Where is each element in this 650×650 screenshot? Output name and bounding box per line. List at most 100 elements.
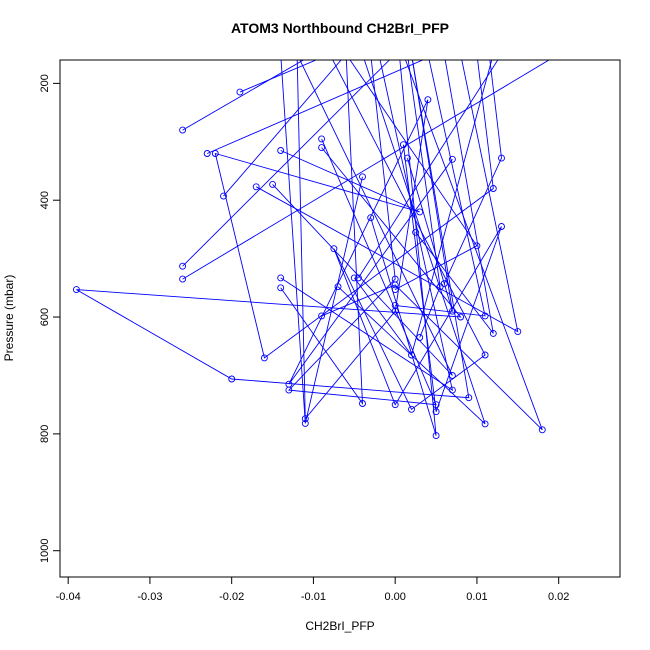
y-tick-label: 600 xyxy=(39,308,51,326)
data-point xyxy=(514,328,522,336)
data-point xyxy=(301,419,309,427)
data-point xyxy=(203,150,211,157)
data-point xyxy=(211,150,219,157)
data-point xyxy=(432,408,440,416)
data-point xyxy=(424,96,432,104)
series-line-14 xyxy=(280,60,363,424)
x-tick-label: 0.02 xyxy=(548,591,569,603)
series-line-22 xyxy=(395,60,486,317)
data-point xyxy=(277,274,285,282)
data-point xyxy=(498,154,505,162)
data-point xyxy=(391,401,399,409)
data-point xyxy=(236,88,244,96)
data-point xyxy=(481,420,489,428)
series-line-13 xyxy=(182,60,550,280)
series-line-6 xyxy=(223,60,342,197)
x-tick-label: 0.00 xyxy=(384,591,405,603)
series-line-4 xyxy=(207,60,424,154)
data-point xyxy=(465,394,473,402)
x-tick-label: -0.01 xyxy=(301,591,326,603)
data-point xyxy=(412,228,420,236)
y-tick-label: 800 xyxy=(39,425,51,443)
series-line-27 xyxy=(358,60,499,279)
data-point xyxy=(179,275,187,283)
data-point xyxy=(72,286,80,294)
data-point xyxy=(359,173,366,181)
x-axis-label: CH2BrI_PFP xyxy=(305,619,374,633)
data-point xyxy=(391,281,399,289)
data-point xyxy=(330,245,338,253)
data-point xyxy=(359,400,366,407)
data-point xyxy=(448,155,456,163)
data-point xyxy=(220,192,227,200)
data-point xyxy=(403,154,411,162)
plot-frame xyxy=(59,59,621,578)
data-point xyxy=(260,354,268,362)
data-point xyxy=(489,329,497,337)
data-point xyxy=(498,223,505,230)
series-line-11 xyxy=(76,60,470,399)
data-point xyxy=(277,147,285,154)
y-axis-label: Pressure (mbar) xyxy=(2,275,16,362)
series-line-18 xyxy=(321,60,543,431)
series-line-12 xyxy=(182,60,391,267)
series-line-26 xyxy=(443,60,502,284)
data-point xyxy=(432,432,440,440)
data-point xyxy=(228,375,236,383)
series-line-8 xyxy=(255,60,519,333)
data-point xyxy=(489,185,497,192)
data-point xyxy=(416,208,424,216)
series-line-20 xyxy=(353,60,493,357)
series-line-16 xyxy=(280,60,454,392)
series-line-19 xyxy=(337,60,486,425)
data-point xyxy=(350,274,358,282)
chart-title: ATOM3 Northbound CH2BrI_PFP xyxy=(231,20,449,36)
data-point xyxy=(179,262,187,270)
y-axis: 200 400 600 800 1000 xyxy=(39,74,61,563)
x-axis: -0.04 -0.03 -0.02 -0.01 0.00 0.01 0.02 xyxy=(56,576,569,603)
x-tick-label: -0.04 xyxy=(56,591,81,603)
data-point xyxy=(448,307,456,315)
data-point xyxy=(538,426,546,434)
series-line-9 xyxy=(272,60,453,376)
series-line-24 xyxy=(415,60,494,334)
data-point xyxy=(318,312,326,320)
series-line-23 xyxy=(406,60,453,312)
data-point xyxy=(391,301,399,309)
series-line-25 xyxy=(407,60,441,338)
data-point xyxy=(318,135,326,143)
x-tick-label: -0.02 xyxy=(219,591,244,603)
series-line-7 xyxy=(239,60,318,93)
series-line-5 xyxy=(214,60,494,359)
x-tick-label: 0.01 xyxy=(466,591,487,603)
data-point xyxy=(318,144,326,152)
data-point xyxy=(354,274,362,282)
series-line-17 xyxy=(280,60,364,406)
series-line-21 xyxy=(349,60,478,290)
data-point xyxy=(408,351,415,359)
x-tick-label: -0.03 xyxy=(137,591,162,603)
data-point xyxy=(408,405,415,413)
data-point xyxy=(440,280,448,288)
data-point xyxy=(285,386,293,394)
series-line-1 xyxy=(332,60,502,412)
data-point xyxy=(416,334,424,341)
y-tick-label: 1000 xyxy=(39,538,51,562)
data-point xyxy=(481,312,489,320)
data-point xyxy=(179,126,187,134)
data-point xyxy=(334,283,342,291)
data-point xyxy=(457,313,465,321)
data-point xyxy=(367,214,375,222)
series-line-10 xyxy=(287,60,437,406)
data-point xyxy=(473,242,481,250)
data-point xyxy=(269,180,277,188)
data-point xyxy=(277,284,285,292)
y-tick-label: 200 xyxy=(39,74,51,92)
series-line-3 xyxy=(182,60,305,131)
data-point xyxy=(252,183,260,191)
data-point xyxy=(391,286,399,294)
data-layer xyxy=(72,60,550,440)
y-tick-label: 400 xyxy=(39,191,51,209)
data-point xyxy=(481,351,489,359)
